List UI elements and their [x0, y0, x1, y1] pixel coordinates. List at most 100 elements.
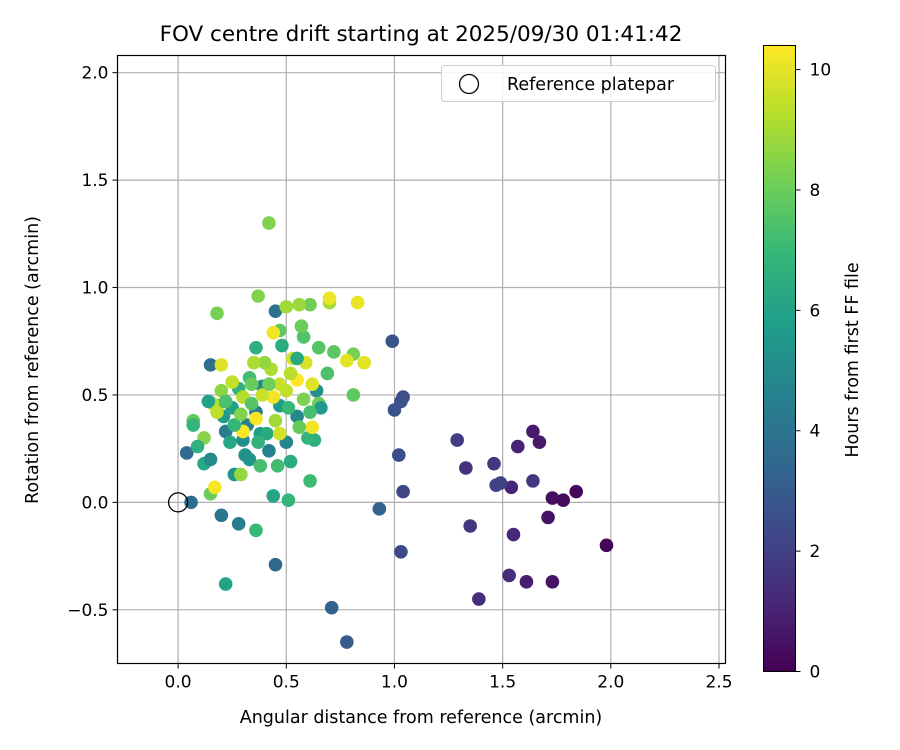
x-tick-label: 1.5	[489, 673, 516, 693]
scatter-point	[266, 325, 281, 340]
scatter-point	[281, 401, 296, 415]
scatter-point	[247, 355, 261, 370]
y-tick-label: 2.0	[81, 64, 108, 84]
scatter-point	[249, 411, 263, 426]
scatter-point	[519, 575, 534, 589]
scatter-point	[275, 338, 289, 353]
scatter-point	[385, 334, 400, 349]
scatter-point	[346, 388, 361, 402]
y-axis-label: Rotation from reference (arcmin)	[23, 216, 43, 504]
scatter-point	[311, 340, 326, 355]
scatter-point	[268, 557, 283, 572]
scatter-point	[203, 358, 218, 372]
scatter-point	[262, 444, 276, 458]
scatter-point	[251, 435, 265, 450]
scatter-point	[190, 439, 205, 454]
scatter-point	[249, 340, 263, 355]
colorbar-tick-label: 8	[810, 181, 821, 201]
scatter-point	[472, 592, 486, 606]
y-axis-ticks: −0.5 0.0 0.5 1.0 1.5 2.0	[67, 64, 118, 621]
scatter-point	[545, 575, 560, 589]
scatter-point	[292, 297, 307, 312]
scatter-point	[510, 439, 525, 454]
legend-box	[441, 65, 716, 102]
scatter-point	[272, 426, 287, 441]
scatter-point	[340, 635, 354, 649]
scatter-point	[396, 484, 410, 499]
scatter-point	[296, 330, 311, 344]
scatter-point	[391, 448, 406, 462]
x-axis-label: Angular distance from reference (arcmin)	[240, 708, 603, 728]
scatter-point	[210, 405, 224, 419]
colorbar-label: Hours from first FF file	[843, 262, 863, 457]
scatter-point	[186, 418, 201, 432]
colorbar-ticks: 0 2 4 6 8 10	[795, 61, 832, 683]
scatter-point	[203, 452, 218, 467]
scatter-point	[251, 289, 265, 303]
y-tick-label: 1.5	[81, 171, 108, 191]
scatter-point	[262, 216, 276, 230]
scatter-point	[238, 448, 252, 462]
x-tick-label: 0.5	[273, 673, 300, 693]
scatter-point	[266, 489, 281, 503]
grid	[117, 55, 726, 664]
scatter-point	[569, 484, 584, 499]
scatter-point	[218, 577, 233, 591]
scatter-point	[532, 435, 547, 450]
scatter-point	[249, 523, 263, 538]
scatter-point	[327, 345, 341, 359]
x-tick-label: 1.0	[381, 673, 408, 693]
scatter-point	[526, 424, 540, 439]
scatter-point	[294, 319, 309, 333]
scatter-point	[324, 600, 339, 615]
x-axis-ticks: 0.0 0.5 1.0 1.5 2.0 2.5	[165, 663, 733, 693]
scatter-point	[459, 461, 473, 475]
reference-platepar-marker	[167, 492, 189, 513]
scatter-point	[303, 297, 317, 312]
scatter-point	[268, 304, 283, 318]
scatter-point	[266, 390, 281, 404]
scatter-point	[296, 392, 311, 407]
scatter-point	[225, 375, 239, 389]
scatter-point	[504, 480, 519, 495]
y-tick-label: 0.0	[81, 493, 108, 513]
scatter-point	[357, 355, 371, 370]
scatter-point	[283, 454, 298, 469]
scatter-point	[541, 510, 555, 525]
scatter-point	[506, 527, 521, 542]
scatter-point	[234, 407, 248, 422]
scatter-point	[303, 405, 317, 419]
scatter-point	[281, 493, 296, 508]
x-tick-label: 2.0	[597, 673, 624, 693]
scatter-point	[268, 413, 283, 428]
scatter-point	[234, 467, 248, 482]
y-tick-label: 0.5	[81, 386, 108, 406]
scatter-point	[305, 377, 320, 392]
colorbar-tick-label: 10	[810, 61, 832, 81]
scatter-point	[387, 403, 402, 417]
colorbar-tick-label: 6	[810, 301, 821, 321]
scatter-point	[210, 306, 224, 321]
scatter-point	[214, 508, 229, 523]
scatter-point	[184, 495, 198, 510]
scatter-point	[526, 474, 540, 488]
colorbar-tick-label: 4	[810, 422, 821, 442]
x-tick-label: 2.5	[705, 673, 732, 693]
scatter-point	[556, 493, 571, 508]
legend: Reference platepar	[441, 65, 716, 102]
scatter-point	[279, 300, 294, 314]
scatter-point	[179, 446, 194, 460]
x-tick-label: 0.0	[165, 673, 192, 693]
scatter-point	[214, 358, 229, 372]
scatter-point	[545, 491, 560, 505]
scatter-point	[292, 420, 307, 434]
scatter-point	[257, 355, 272, 370]
scatter-point	[290, 409, 304, 424]
colorbar-tick-label: 0	[810, 663, 821, 683]
colorbar-tick-label: 2	[810, 542, 821, 562]
scatter-point	[255, 388, 270, 402]
scatter-point	[322, 291, 337, 306]
scatter-point	[301, 431, 315, 445]
scatter-point	[599, 538, 614, 553]
scatter-point	[244, 377, 259, 392]
